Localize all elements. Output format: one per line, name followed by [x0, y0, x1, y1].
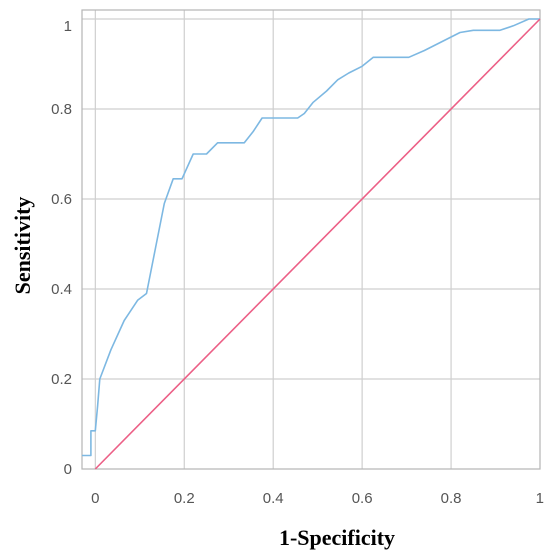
- x-axis-label: 1-Specificity: [279, 525, 395, 550]
- plot-frame: [81, 9, 541, 470]
- roc-curve-line: [82, 18, 540, 457]
- x-tick-label: 0.2: [174, 490, 195, 507]
- x-axis-ticks: 0 0.2 0.4 0.6 0.8 1: [91, 490, 544, 507]
- grid: [82, 10, 540, 469]
- x-tick-label: 0: [91, 490, 99, 507]
- y-tick-label: 0.2: [51, 371, 72, 388]
- y-tick-label: 1: [64, 18, 72, 35]
- reference-diagonal-line: [94, 18, 541, 470]
- x-tick-label: 0.8: [441, 490, 462, 507]
- y-axis-label: Sensitivity: [10, 197, 35, 295]
- series-layer: [82, 18, 541, 470]
- y-tick-label: 0.4: [51, 281, 72, 298]
- y-tick-label: 0.8: [51, 101, 72, 118]
- y-tick-label: 0: [64, 461, 72, 478]
- x-tick-label: 1: [536, 490, 544, 507]
- x-tick-label: 0.4: [263, 490, 284, 507]
- x-tick-label: 0.6: [352, 490, 373, 507]
- y-axis-ticks: 0 0.2 0.4 0.6 0.8 1: [51, 18, 72, 478]
- y-tick-label: 0.6: [51, 191, 72, 208]
